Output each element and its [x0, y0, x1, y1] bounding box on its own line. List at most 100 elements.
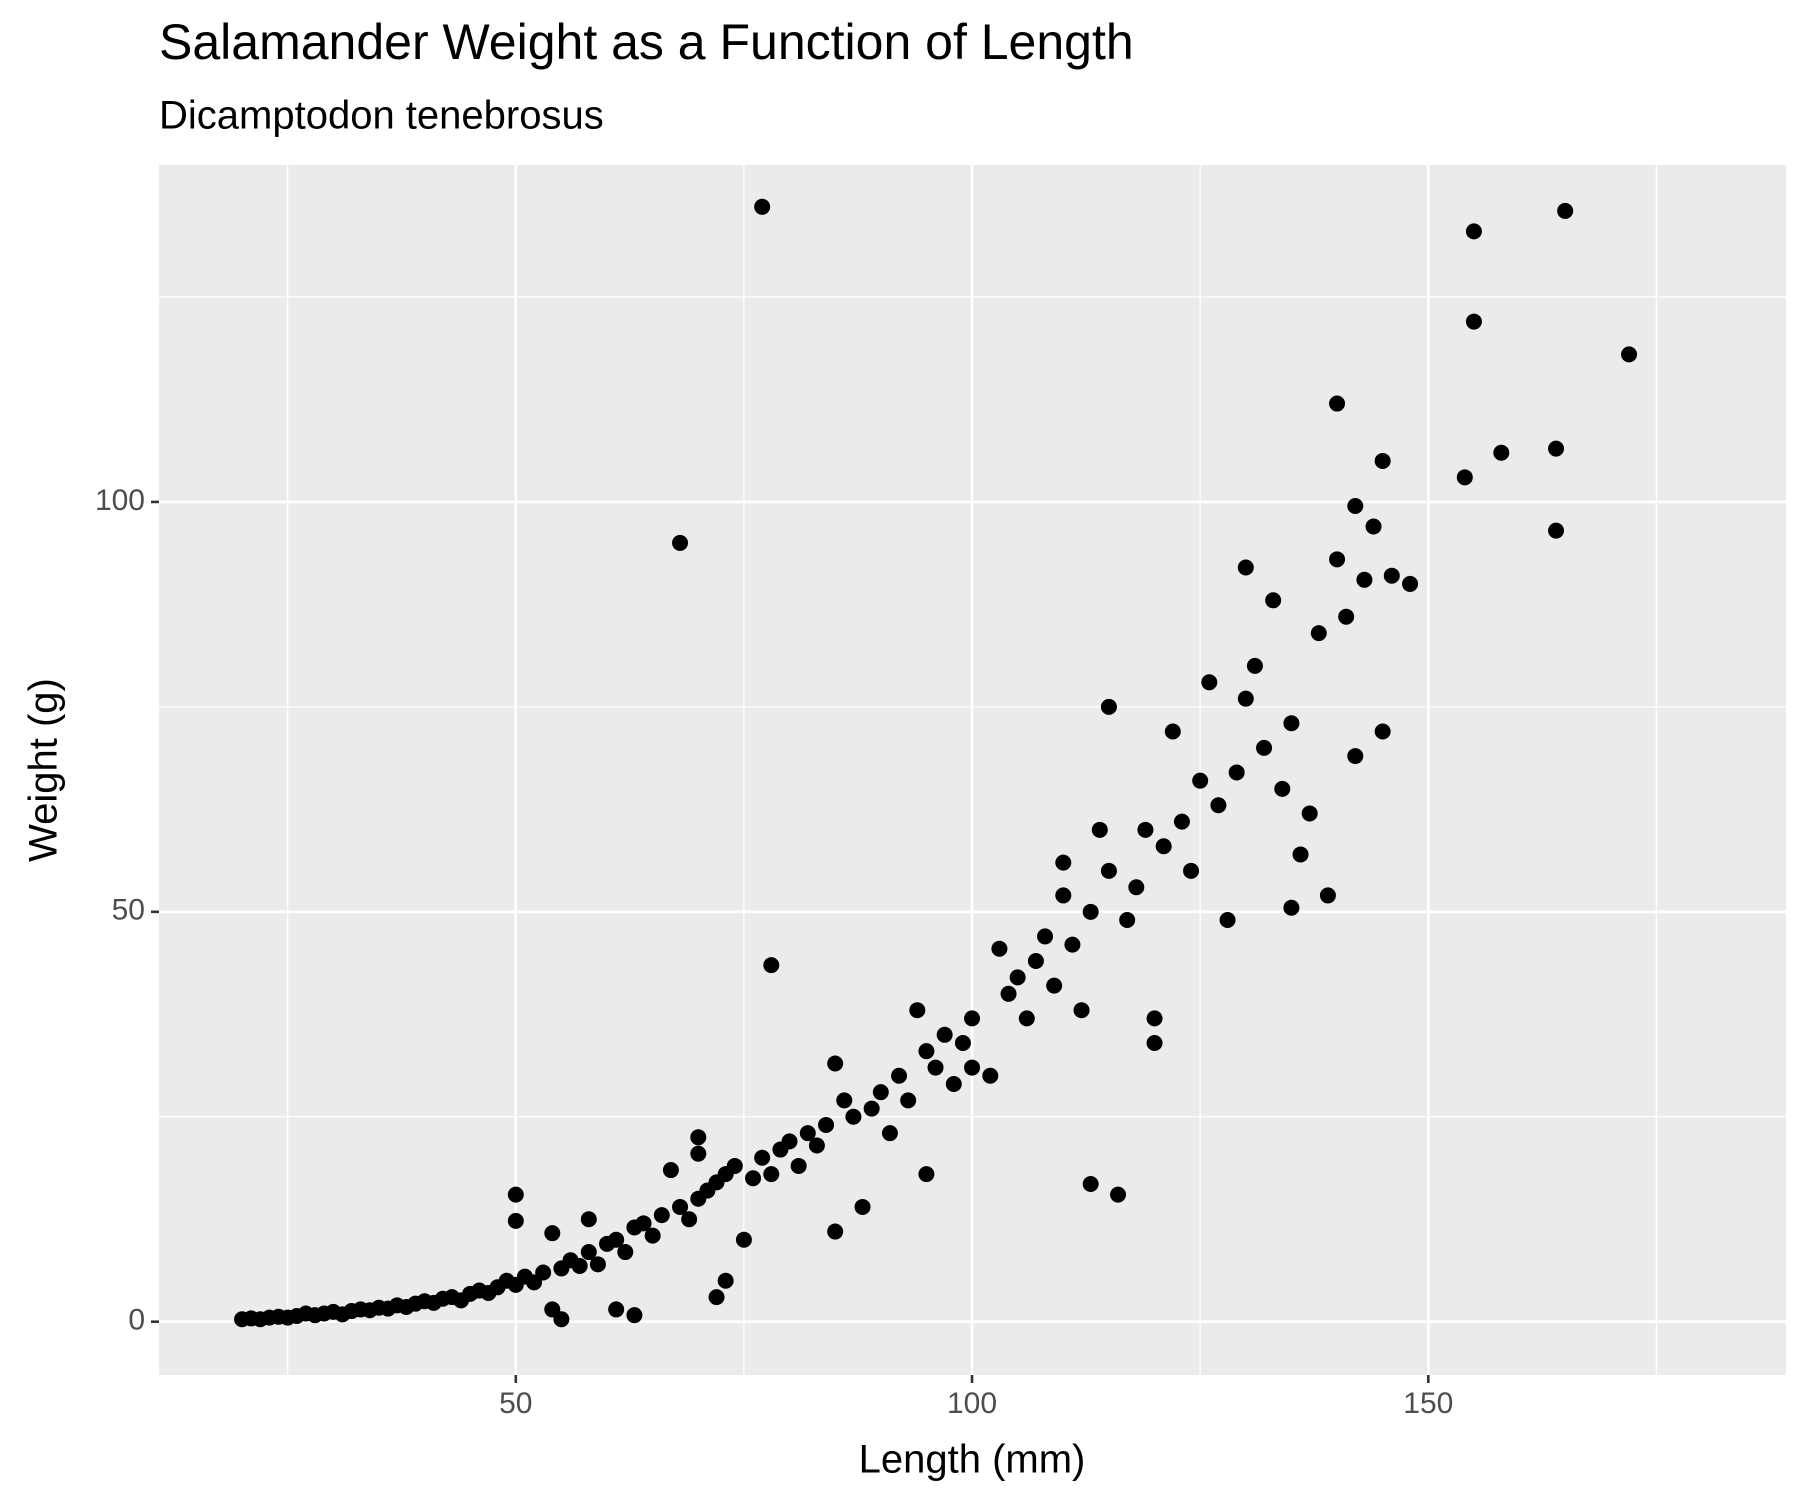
point — [1046, 977, 1063, 994]
point — [580, 1244, 597, 1261]
point — [1183, 862, 1200, 879]
point — [717, 1272, 734, 1289]
point — [1347, 748, 1364, 765]
point — [1246, 657, 1263, 674]
y-tick-label: 50 — [112, 894, 145, 927]
point — [507, 1212, 524, 1229]
point — [900, 1092, 917, 1109]
point — [1064, 936, 1081, 953]
point — [1374, 723, 1391, 740]
point — [918, 1166, 935, 1183]
point — [1548, 440, 1565, 457]
point — [672, 534, 689, 551]
point — [945, 1075, 962, 1092]
point — [936, 1026, 953, 1043]
point — [1283, 899, 1300, 916]
point — [854, 1198, 871, 1215]
point — [881, 1125, 898, 1142]
point — [1082, 1175, 1099, 1192]
point — [1091, 821, 1108, 838]
point — [726, 1157, 743, 1174]
point — [1009, 969, 1026, 986]
point — [909, 1002, 926, 1019]
point — [1265, 592, 1282, 609]
point — [1173, 813, 1190, 830]
point — [681, 1211, 698, 1228]
point — [1192, 772, 1209, 789]
point — [1210, 797, 1227, 814]
point — [1356, 571, 1373, 588]
point — [672, 1198, 689, 1215]
point — [799, 1125, 816, 1142]
point — [1383, 567, 1400, 584]
point — [608, 1301, 625, 1318]
point — [1329, 395, 1346, 412]
point — [754, 1149, 771, 1166]
point — [1027, 953, 1044, 970]
point — [1310, 625, 1327, 642]
x-tick-label: 50 — [499, 1387, 532, 1420]
point — [964, 1010, 981, 1027]
point — [708, 1289, 725, 1306]
y-axis-title: Weight (g) — [22, 678, 66, 862]
point — [1055, 854, 1072, 871]
point — [1465, 223, 1482, 240]
point — [1347, 498, 1364, 515]
point — [589, 1256, 606, 1273]
point — [1374, 452, 1391, 469]
point — [1119, 912, 1136, 929]
x-tick-label: 150 — [1403, 1387, 1453, 1420]
point — [1292, 846, 1309, 863]
point — [553, 1311, 570, 1328]
point — [763, 957, 780, 974]
point — [754, 198, 771, 215]
point — [1000, 985, 1017, 1002]
point — [571, 1257, 588, 1274]
point — [1338, 608, 1355, 625]
point — [626, 1307, 643, 1324]
point — [827, 1055, 844, 1072]
point — [1402, 575, 1419, 592]
point — [1201, 674, 1218, 691]
point — [1621, 346, 1638, 363]
point — [1037, 928, 1054, 945]
point — [544, 1225, 561, 1242]
point — [745, 1170, 762, 1187]
point — [1256, 739, 1273, 756]
point — [690, 1129, 707, 1146]
point — [918, 1043, 935, 1060]
point — [1237, 690, 1254, 707]
point — [653, 1207, 670, 1224]
point — [1237, 559, 1254, 576]
point — [790, 1157, 807, 1174]
x-axis-title: Length (mm) — [859, 1438, 1086, 1482]
point — [1155, 838, 1172, 855]
point — [1100, 698, 1117, 715]
point — [635, 1215, 652, 1232]
point — [1100, 862, 1117, 879]
point — [1301, 805, 1318, 822]
point — [608, 1231, 625, 1248]
point — [827, 1223, 844, 1240]
point — [507, 1186, 524, 1203]
point — [808, 1137, 825, 1154]
chart-subtitle: Dicamptodon tenebrosus — [159, 94, 604, 138]
point — [781, 1133, 798, 1150]
point — [580, 1211, 597, 1228]
point — [991, 940, 1008, 957]
point — [927, 1059, 944, 1076]
point — [1493, 444, 1510, 461]
point — [644, 1227, 661, 1244]
y-tick-label: 0 — [128, 1304, 145, 1337]
point — [1055, 887, 1072, 904]
point — [1456, 469, 1473, 486]
point — [982, 1067, 999, 1084]
y-tick-label: 100 — [95, 484, 145, 517]
point — [1557, 202, 1574, 219]
point — [1146, 1034, 1163, 1051]
point — [617, 1244, 634, 1261]
x-tick-label: 100 — [947, 1387, 997, 1420]
point — [1274, 780, 1291, 797]
point — [1283, 715, 1300, 732]
